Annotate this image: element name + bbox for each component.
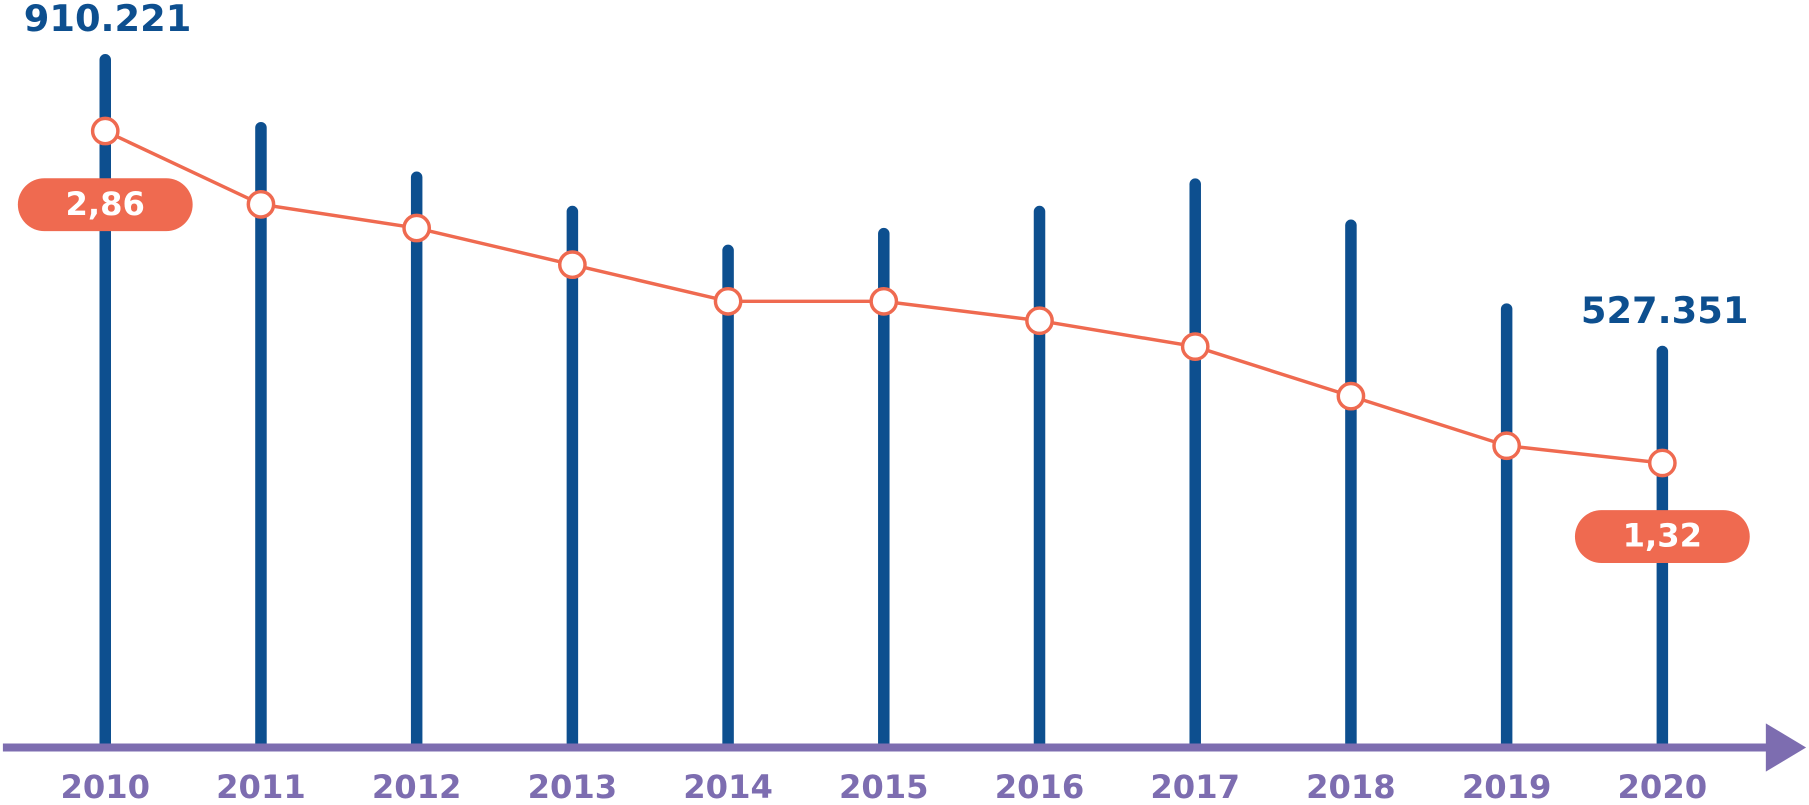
line-point: [1180, 332, 1210, 361]
x-tick-label: 2010: [60, 768, 150, 805]
bar: [878, 227, 890, 748]
bar: [1189, 178, 1201, 748]
x-tick-label: 2012: [372, 768, 462, 805]
bar: [1345, 219, 1357, 748]
value-pill: [1574, 510, 1750, 564]
bar-value-label: 910.221: [24, 0, 192, 40]
x-tick-label: 2016: [995, 768, 1085, 805]
bar: [99, 54, 111, 748]
line-point: [402, 213, 432, 243]
bar: [566, 205, 579, 748]
line-point: [869, 286, 899, 316]
line-point: [558, 250, 587, 280]
line-point: [1025, 306, 1054, 336]
bar: [722, 244, 734, 748]
line-point: [246, 189, 276, 219]
line-value-label: 2,86: [66, 185, 145, 223]
bar: [255, 122, 267, 748]
bar: [410, 171, 423, 748]
x-tick-label: 2014: [683, 768, 773, 805]
value-pill: [17, 178, 193, 232]
bar: [1033, 205, 1046, 748]
x-tick-label: 2018: [1306, 768, 1396, 805]
line-point: [1647, 448, 1677, 478]
x-axis-arrow: [1765, 723, 1807, 772]
x-tick-label: 2017: [1150, 768, 1240, 805]
x-tick-label: 2019: [1462, 768, 1552, 805]
line-point: [1336, 381, 1366, 411]
x-tick-label: 2013: [528, 768, 618, 805]
line-point: [1492, 431, 1522, 461]
line-value-label: 1,32: [1623, 517, 1702, 555]
bar-value-label: 527.351: [1581, 289, 1749, 332]
x-tick-label: 2011: [216, 768, 306, 805]
line-point: [713, 286, 743, 316]
bar: [1500, 303, 1513, 748]
line-point: [90, 116, 120, 146]
x-tick-label: 2020: [1618, 768, 1708, 805]
x-tick-label: 2015: [839, 768, 929, 805]
